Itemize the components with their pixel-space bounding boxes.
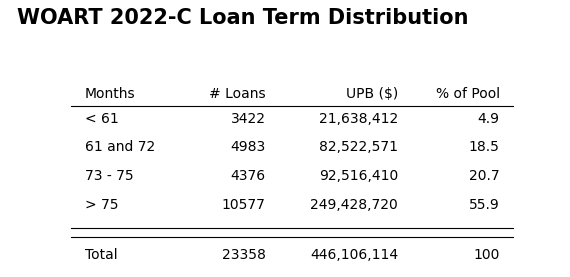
Text: 4983: 4983 (230, 140, 266, 154)
Text: WOART 2022-C Loan Term Distribution: WOART 2022-C Loan Term Distribution (17, 8, 469, 28)
Text: # Loans: # Loans (209, 88, 266, 101)
Text: 73 - 75: 73 - 75 (84, 169, 133, 183)
Text: Months: Months (84, 88, 135, 101)
Text: 55.9: 55.9 (469, 198, 500, 212)
Text: 23358: 23358 (222, 248, 266, 262)
Text: < 61: < 61 (84, 112, 118, 125)
Text: 100: 100 (473, 248, 500, 262)
Text: 4.9: 4.9 (478, 112, 500, 125)
Text: 18.5: 18.5 (469, 140, 500, 154)
Text: 21,638,412: 21,638,412 (319, 112, 398, 125)
Text: % of Pool: % of Pool (435, 88, 500, 101)
Text: Total: Total (84, 248, 117, 262)
Text: 446,106,114: 446,106,114 (310, 248, 398, 262)
Text: 10577: 10577 (222, 198, 266, 212)
Text: 3422: 3422 (231, 112, 266, 125)
Text: 20.7: 20.7 (469, 169, 500, 183)
Text: UPB ($): UPB ($) (346, 88, 398, 101)
Text: 92,516,410: 92,516,410 (319, 169, 398, 183)
Text: 249,428,720: 249,428,720 (311, 198, 398, 212)
Text: > 75: > 75 (84, 198, 118, 212)
Text: 82,522,571: 82,522,571 (319, 140, 398, 154)
Text: 4376: 4376 (230, 169, 266, 183)
Text: 61 and 72: 61 and 72 (84, 140, 154, 154)
